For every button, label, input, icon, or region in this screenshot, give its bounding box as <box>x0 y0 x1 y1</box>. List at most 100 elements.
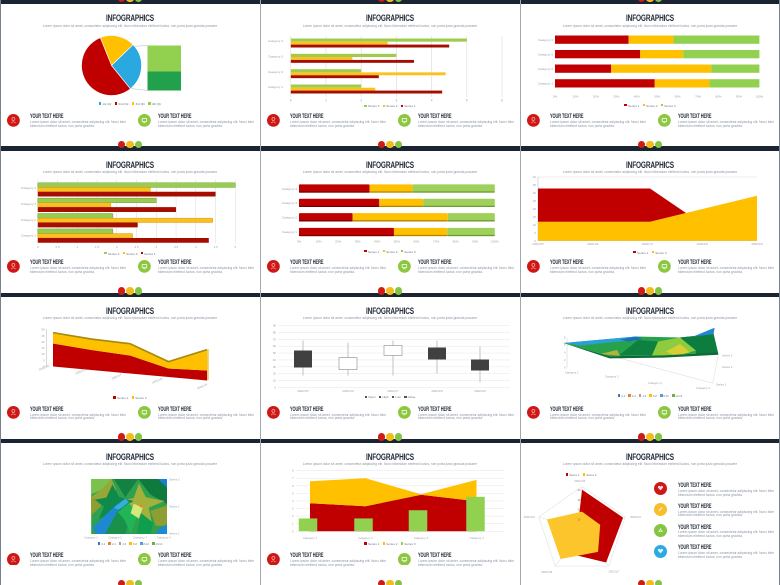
svg-text:40%: 40% <box>374 240 380 244</box>
svg-text:100%: 100% <box>756 95 764 99</box>
svg-text:Category 4: Category 4 <box>157 535 171 539</box>
svg-text:30: 30 <box>41 327 45 331</box>
svg-text:2002/1/5: 2002/1/5 <box>297 389 309 393</box>
svg-text:Category 2: Category 2 <box>21 218 36 222</box>
svg-text:2002/1/8: 2002/1/8 <box>431 389 443 393</box>
svg-text:20%: 20% <box>335 240 341 244</box>
svg-text:Series 3: Series 3 <box>169 477 180 481</box>
svg-text:30%: 30% <box>613 95 619 99</box>
svg-text:90%: 90% <box>736 95 742 99</box>
svg-text:0: 0 <box>43 364 45 368</box>
svg-text:0: 0 <box>534 239 536 243</box>
svg-text:5: 5 <box>43 358 45 362</box>
svg-text:40%: 40% <box>634 95 640 99</box>
svg-text:20: 20 <box>41 339 45 343</box>
svg-text:Category 2: Category 2 <box>605 374 619 378</box>
svg-text:0: 0 <box>290 99 292 103</box>
svg-text:5: 5 <box>466 99 468 103</box>
svg-text:3.5: 3.5 <box>174 245 179 249</box>
svg-text:2002/1/5: 2002/1/5 <box>532 242 544 246</box>
svg-text:2002/1/7: 2002/1/7 <box>111 372 123 380</box>
svg-text:Series 2: Series 2 <box>722 365 733 369</box>
svg-text:Category 2: Category 2 <box>268 70 283 74</box>
svg-text:70%: 70% <box>433 240 439 244</box>
svg-text:1: 1 <box>76 245 78 249</box>
svg-text:2002/1/8: 2002/1/8 <box>697 242 709 246</box>
svg-text:20: 20 <box>533 207 537 211</box>
svg-text:60%: 60% <box>413 240 419 244</box>
svg-text:6: 6 <box>564 343 566 347</box>
svg-text:10: 10 <box>41 352 45 356</box>
svg-text:Series 1: Series 1 <box>716 382 727 386</box>
svg-text:25: 25 <box>533 199 537 203</box>
svg-text:30%: 30% <box>355 240 361 244</box>
svg-text:80%: 80% <box>716 95 722 99</box>
svg-text:20: 20 <box>578 507 581 511</box>
svg-text:40: 40 <box>533 175 537 179</box>
svg-text:2002/1/8: 2002/1/8 <box>151 376 163 384</box>
svg-text:2002/1/9: 2002/1/9 <box>524 515 535 519</box>
svg-text:Category 2: Category 2 <box>538 67 553 71</box>
svg-text:6: 6 <box>501 99 503 103</box>
svg-text:10: 10 <box>578 517 581 521</box>
svg-text:4: 4 <box>292 499 294 503</box>
svg-text:5: 5 <box>234 245 236 249</box>
svg-text:2002/1/7: 2002/1/7 <box>609 569 620 573</box>
svg-text:Category 2: Category 2 <box>282 216 297 220</box>
svg-text:Category 3: Category 3 <box>414 536 429 540</box>
svg-text:0: 0 <box>292 529 294 533</box>
svg-text:90%: 90% <box>472 240 478 244</box>
svg-text:Category 3: Category 3 <box>21 202 36 206</box>
svg-text:0%: 0% <box>297 240 302 244</box>
svg-text:90: 90 <box>273 323 277 327</box>
svg-text:Category 1: Category 1 <box>84 535 98 539</box>
svg-text:50%: 50% <box>394 240 400 244</box>
svg-text:Category 1: Category 1 <box>303 536 318 540</box>
svg-text:2002/1/6: 2002/1/6 <box>75 367 87 375</box>
svg-text:Category 4: Category 4 <box>282 187 297 191</box>
svg-text:0%: 0% <box>553 95 558 99</box>
svg-text:15: 15 <box>41 346 45 350</box>
svg-text:100%: 100% <box>491 240 499 244</box>
svg-text:2002/1/6: 2002/1/6 <box>342 389 354 393</box>
svg-text:4: 4 <box>195 245 197 249</box>
svg-text:80: 80 <box>273 330 277 334</box>
svg-text:35: 35 <box>533 183 537 187</box>
svg-text:1: 1 <box>325 99 327 103</box>
svg-text:10%: 10% <box>572 95 578 99</box>
svg-text:60: 60 <box>273 344 277 348</box>
svg-text:3: 3 <box>292 506 294 510</box>
svg-text:30: 30 <box>533 191 537 195</box>
svg-text:80%: 80% <box>453 240 459 244</box>
svg-text:4: 4 <box>564 350 566 354</box>
svg-text:Series 3: Series 3 <box>722 353 733 357</box>
svg-text:3: 3 <box>396 99 398 103</box>
svg-text:50: 50 <box>273 351 277 355</box>
svg-text:25: 25 <box>41 333 45 337</box>
svg-text:7: 7 <box>292 476 294 480</box>
svg-text:2002/1/9: 2002/1/9 <box>474 389 486 393</box>
svg-text:0: 0 <box>37 245 39 249</box>
svg-text:60%: 60% <box>675 95 681 99</box>
svg-text:1.5: 1.5 <box>95 245 100 249</box>
svg-text:Category 1: Category 1 <box>565 370 579 374</box>
svg-text:Category 2: Category 2 <box>358 536 373 540</box>
svg-text:Category 4: Category 4 <box>538 38 553 42</box>
svg-text:2002/1/7: 2002/1/7 <box>642 242 654 246</box>
svg-text:3: 3 <box>155 245 157 249</box>
svg-text:Category 3: Category 3 <box>282 201 297 205</box>
svg-text:Series 2: Series 2 <box>169 504 180 508</box>
svg-text:10: 10 <box>273 378 277 382</box>
svg-text:5: 5 <box>534 231 536 235</box>
svg-text:Category 2: Category 2 <box>108 535 122 539</box>
svg-text:0: 0 <box>564 365 566 369</box>
svg-text:2002/1/6: 2002/1/6 <box>587 242 599 246</box>
svg-text:Category 1: Category 1 <box>268 85 283 89</box>
svg-text:30: 30 <box>578 498 581 502</box>
svg-text:2: 2 <box>360 99 362 103</box>
svg-text:20%: 20% <box>593 95 599 99</box>
svg-text:Category 1: Category 1 <box>21 234 36 238</box>
svg-text:10%: 10% <box>316 240 322 244</box>
svg-text:Category 3: Category 3 <box>648 381 662 385</box>
svg-text:30: 30 <box>273 364 277 368</box>
